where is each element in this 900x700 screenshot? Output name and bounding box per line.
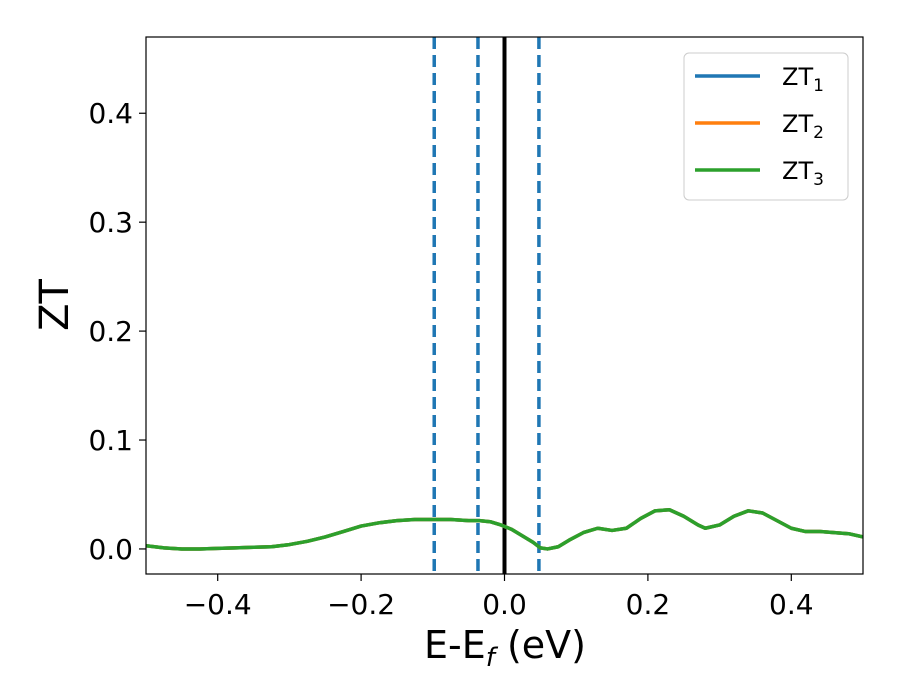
y-tick-label: 0.2	[88, 315, 133, 348]
series-line-zt3	[146, 507, 863, 551]
legend-label-zt2: ZT2	[782, 110, 824, 143]
reference-lines	[432, 37, 541, 574]
x-tick-label: 0.2	[626, 588, 671, 621]
x-tick-label: 0.0	[482, 588, 527, 621]
legend-frame	[683, 52, 849, 201]
y-axis-label: ZT	[32, 279, 78, 331]
y-tick-label: 0.1	[88, 424, 133, 457]
legend-label-zt1: ZT1	[782, 63, 824, 96]
y-tick-label: 0.3	[88, 206, 133, 239]
legend: ZT1 ZT2 ZT3	[683, 52, 849, 201]
y-tick-label: 0.0	[88, 533, 133, 566]
x-axis-label-unit: (eV)	[495, 623, 586, 667]
y-tick-label: 0.4	[88, 97, 133, 130]
x-axis-label: E-Ef (eV)	[424, 623, 586, 673]
y-axis: 0.0 0.1 0.2 0.3 0.4	[88, 97, 146, 566]
x-tick-label: −0.4	[184, 588, 252, 621]
x-tick-label: −0.2	[327, 588, 395, 621]
x-tick-label: 0.4	[769, 588, 814, 621]
legend-label-zt3: ZT3	[782, 157, 824, 190]
series-lines	[146, 507, 863, 551]
x-axis: −0.4 −0.2 0.0 0.2 0.4	[184, 574, 814, 621]
